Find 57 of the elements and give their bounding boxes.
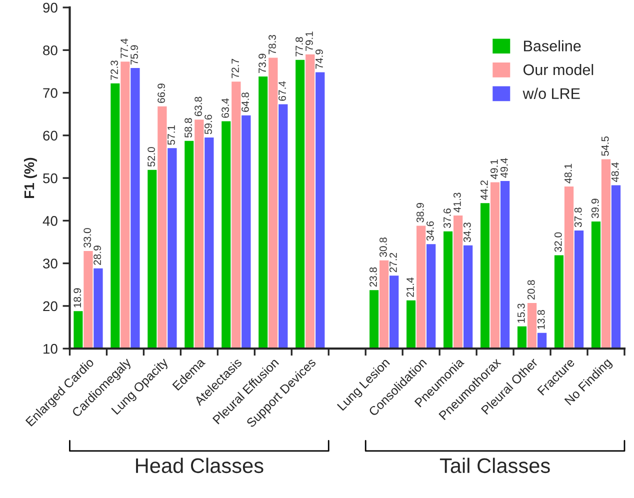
data-label: 34.3 bbox=[463, 222, 471, 242]
legend-label: Baseline bbox=[524, 40, 581, 52]
y-tick-label: 60 bbox=[43, 130, 58, 141]
data-label: 64.8 bbox=[242, 92, 249, 112]
y-tick-label: 90 bbox=[43, 2, 58, 13]
data-label: 13.8 bbox=[537, 310, 545, 330]
y-tick-label: 20 bbox=[43, 301, 58, 312]
data-label: 44.2 bbox=[480, 180, 488, 200]
data-label: 48.4 bbox=[611, 162, 619, 182]
data-label: 30.8 bbox=[380, 238, 387, 257]
data-label: 34.6 bbox=[426, 221, 434, 241]
data-label: 54.5 bbox=[602, 136, 609, 156]
data-label: 49.4 bbox=[500, 158, 508, 178]
data-label: 33.0 bbox=[84, 228, 92, 248]
data-label: 32.0 bbox=[554, 232, 562, 252]
text: Tail Classes bbox=[440, 458, 550, 474]
data-label: 66.9 bbox=[158, 84, 165, 103]
y-tick-label: 80 bbox=[43, 45, 58, 56]
data-label: 41.3 bbox=[453, 192, 461, 212]
data-label: 79.1 bbox=[306, 32, 313, 51]
y-axis-title: F1 (%) bbox=[24, 158, 37, 198]
data-label: 28.9 bbox=[94, 246, 102, 265]
data-label: 21.4 bbox=[406, 277, 414, 297]
data-label: 74.9 bbox=[316, 50, 323, 69]
data-label: 23.8 bbox=[370, 267, 377, 287]
data-label: 67.4 bbox=[278, 81, 286, 101]
data-label: 39.9 bbox=[591, 198, 599, 218]
y-tick-label: 10 bbox=[44, 344, 58, 354]
data-label: 77.8 bbox=[296, 37, 303, 56]
data-label: 20.8 bbox=[527, 280, 535, 300]
data-label: 38.9 bbox=[416, 203, 424, 222]
data-label: 48.1 bbox=[564, 164, 572, 184]
data-label: 78.3 bbox=[268, 34, 276, 54]
data-label: 57.1 bbox=[168, 125, 175, 145]
y-tick-label: 40 bbox=[42, 216, 58, 226]
data-label: 77.4 bbox=[120, 38, 128, 58]
data-label: 37.6 bbox=[444, 208, 451, 228]
data-label: 75.9 bbox=[130, 45, 138, 64]
data-label: 52.0 bbox=[148, 147, 156, 167]
text: Head Classes bbox=[136, 458, 264, 474]
data-label: 58.8 bbox=[184, 118, 192, 138]
data-label: 63.8 bbox=[194, 96, 202, 116]
y-tick-label: 70 bbox=[43, 88, 58, 98]
y-tick-label: 50 bbox=[43, 173, 58, 184]
data-label: 73.9 bbox=[258, 54, 266, 74]
data-label: 59.6 bbox=[204, 114, 212, 134]
data-label: 37.8 bbox=[574, 208, 582, 228]
legend-label: w/o LRE bbox=[522, 88, 580, 100]
data-label: 15.3 bbox=[517, 304, 525, 323]
data-label: 72.7 bbox=[232, 58, 239, 78]
data-label: 49.1 bbox=[490, 160, 498, 180]
data-label: 63.4 bbox=[222, 98, 229, 118]
legend-label: Our model bbox=[524, 64, 594, 76]
data-label: 27.2 bbox=[390, 252, 397, 272]
data-label: 18.9 bbox=[74, 288, 82, 308]
data-label: 72.3 bbox=[110, 60, 118, 80]
y-tick-label: 30 bbox=[43, 258, 58, 268]
